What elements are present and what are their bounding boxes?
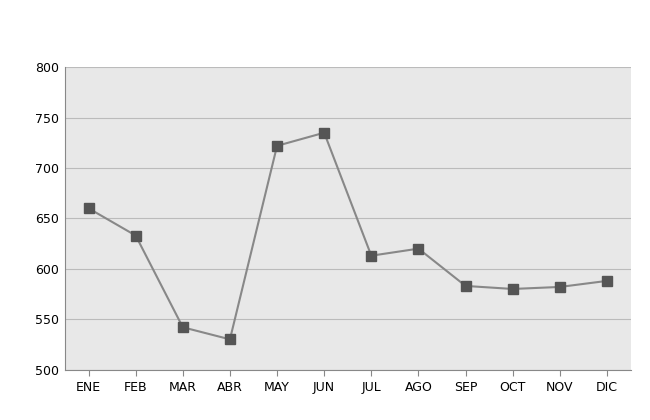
Text: Evolución mensual de los demandantes parados: Evolución mensual de los demandantes par… (82, 21, 568, 40)
